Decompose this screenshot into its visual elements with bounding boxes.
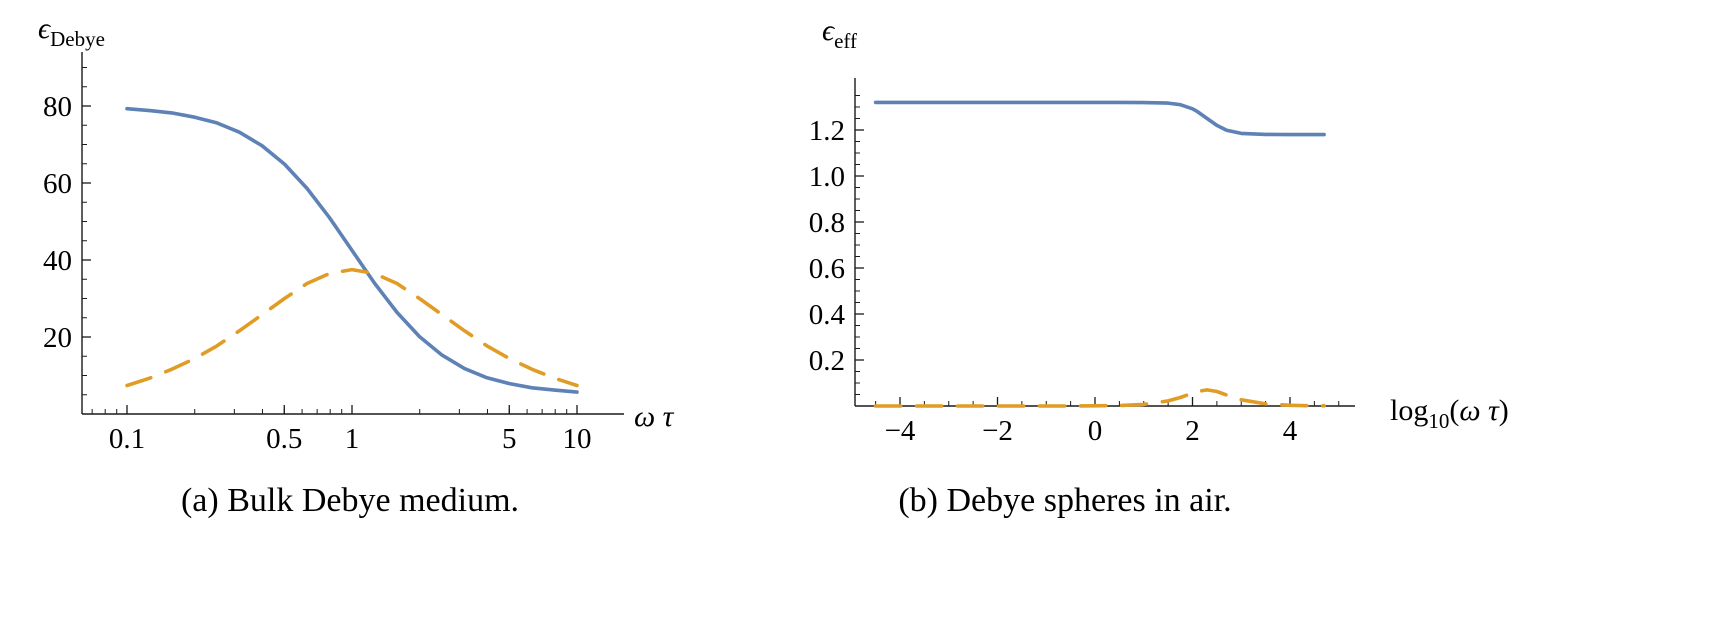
x-tick-label: 2 (1185, 415, 1200, 447)
series-epsilon-eff-imaginary-curve (873, 388, 1326, 408)
series-epsilon-real-curve (125, 106, 579, 394)
x-tick-label: 1 (345, 423, 360, 455)
x-axis-label: ω τ (634, 400, 675, 433)
x-tick-label: −2 (982, 415, 1013, 447)
caption-subfigure-b: (b) Debye spheres in air. (898, 482, 1232, 519)
x-axis-label: log10(ω τ) (1390, 394, 1509, 433)
chart-debye-spheres-in-air: −4 −2 0 2 4 0.2 0.4 0.6 0.8 1.0 1.2 ϵeff log10(ω τ) (809, 14, 1509, 447)
y-axis-label: ϵeff (822, 14, 857, 53)
x-tick-label: 5 (502, 423, 517, 455)
y-tick-label: 0.4 (809, 299, 846, 331)
caption-subfigure-a: (a) Bulk Debye medium. (180, 482, 520, 519)
y-tick-label: 20 (43, 322, 72, 354)
x-tick-label: 10 (563, 423, 592, 455)
y-tick-label: 0.6 (809, 253, 845, 285)
y-tick-label: 1.2 (809, 115, 845, 147)
y-tick-label: 0.2 (809, 345, 845, 377)
x-tick-label: 0 (1088, 415, 1103, 447)
y-tick-label: 60 (43, 168, 72, 200)
x-tick-label: −4 (885, 415, 916, 447)
x-tick-label: 0.5 (266, 423, 302, 455)
x-tick-label: 0.1 (109, 423, 145, 455)
y-axis-label: ϵDebye (38, 12, 105, 51)
y-tick-label: 1.0 (809, 161, 845, 193)
y-tick-label: 40 (43, 245, 72, 277)
x-tick-label: 4 (1283, 415, 1298, 447)
chart-bulk-debye-medium: 0.1 0.5 1 5 10 20 40 60 80 ϵDebye ω τ (38, 12, 675, 455)
y-tick-label: 0.8 (809, 207, 845, 239)
series-epsilon-imaginary-curve (125, 267, 579, 388)
series-epsilon-eff-real-curve (873, 100, 1326, 137)
y-tick-label: 80 (43, 91, 72, 123)
